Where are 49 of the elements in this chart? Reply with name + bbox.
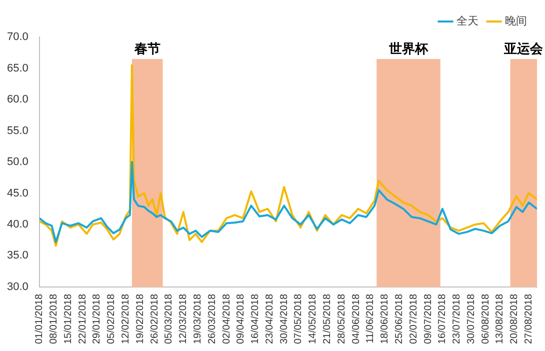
y-tick-label: 35.0 [6,250,28,262]
x-tick-label: 12/02/2018 [120,294,132,344]
legend-label: 晚间 [505,16,527,28]
y-tick-label: 60.0 [6,94,28,106]
y-tick-label: 70.0 [6,31,28,44]
x-tick-label: 02/07/2018 [408,294,420,344]
band-label: 亚运会 [503,41,544,56]
x-tick-label: 08/01/2018 [48,294,60,344]
x-tick-label: 25/06/2018 [394,294,405,344]
y-tick-label: 50.0 [6,156,28,168]
x-tick-label: 12/03/2018 [178,294,190,344]
y-tick-label: 45.0 [6,187,28,200]
x-tick-label: 26/02/2018 [149,294,160,344]
y-tick-label: 65.0 [6,62,28,74]
x-tick-label: 13/08/2018 [494,294,506,344]
x-tick-label: 02/04/2018 [221,294,232,344]
x-tick-label: 01/01/2018 [34,294,46,344]
x-tick-label: 18/06/2018 [380,294,391,344]
x-tick-label: 06/08/2018 [480,294,492,344]
x-tick-label: 05/02/2018 [106,294,118,344]
x-tick-label: 09/04/2018 [236,294,247,344]
y-tick-label: 40.0 [6,218,28,230]
x-tick-label: 26/03/2018 [206,294,218,344]
x-tick-label: 16/07/2018 [437,294,448,344]
x-tick-label: 22/01/2018 [77,294,88,344]
x-tick-label: 30/04/2018 [278,294,290,344]
x-tick-label: 21/05/2018 [322,294,334,344]
x-tick-label: 27/08/2018 [524,294,535,344]
x-tick-label: 30/07/2018 [466,294,477,344]
y-tick-label: 55.0 [6,124,28,137]
x-tick-label: 20/08/2018 [509,294,520,344]
x-tick-label: 09/07/2018 [422,294,434,344]
x-tick-label: 15/01/2018 [62,294,74,344]
band-label: 世界杯 [388,41,429,56]
x-tick-label: 16/04/2018 [250,294,262,344]
x-tick-label: 23/04/2018 [264,294,276,344]
x-tick-label: 05/03/2018 [164,294,175,344]
x-tick-label: 19/03/2018 [192,294,204,344]
x-tick-label: 28/05/2018 [336,294,348,344]
x-tick-label: 11/06/2018 [365,294,376,344]
legend-label: 全天 [456,16,478,28]
x-tick-label: 23/07/2018 [452,294,463,344]
x-tick-label: 04/06/2018 [350,294,362,344]
x-tick-label: 14/05/2018 [308,294,319,344]
x-tick-label: 19/02/2018 [134,294,146,344]
band-label: 春节 [133,41,160,56]
x-tick-label: 07/05/2018 [293,294,304,344]
x-tick-label: 29/01/2018 [92,294,103,344]
y-tick-label: 30.0 [6,280,28,293]
